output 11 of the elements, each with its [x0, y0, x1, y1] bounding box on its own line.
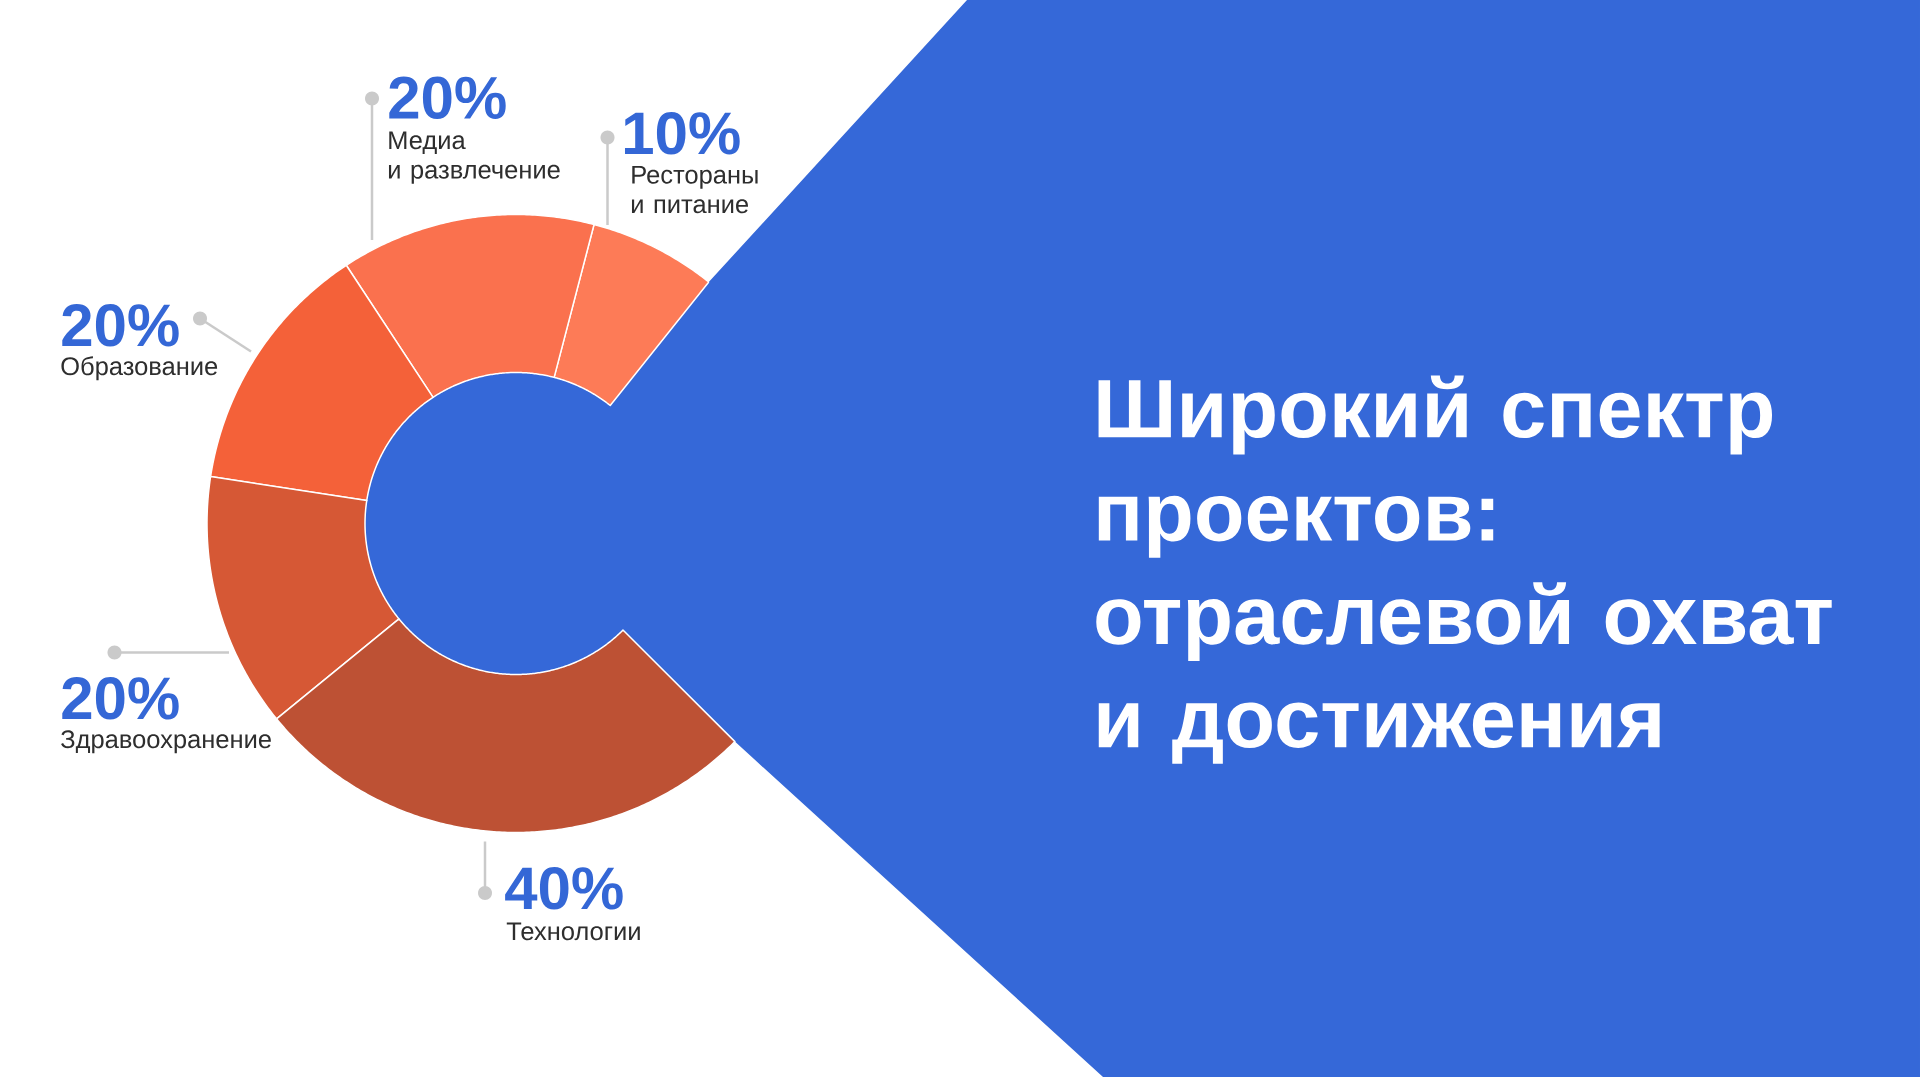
data-label: 20%	[389, 76, 506, 120]
data-label: 20%	[62, 304, 179, 347]
data-label: 10%	[624, 112, 740, 155]
slice-label: Образование	[61, 356, 218, 381]
slice-label: Здравоохранение	[61, 730, 271, 754]
slice-label: Технологии	[506, 922, 640, 941]
slice-label: Медиа и развлечение	[388, 131, 560, 184]
text: Широкий спектр проектов: отраслевой охват и достижения	[1096, 375, 1832, 764]
data-label: 40%	[505, 867, 623, 910]
data-label: 20%	[62, 677, 179, 720]
slice-label: Рестораны и питание	[631, 165, 758, 214]
